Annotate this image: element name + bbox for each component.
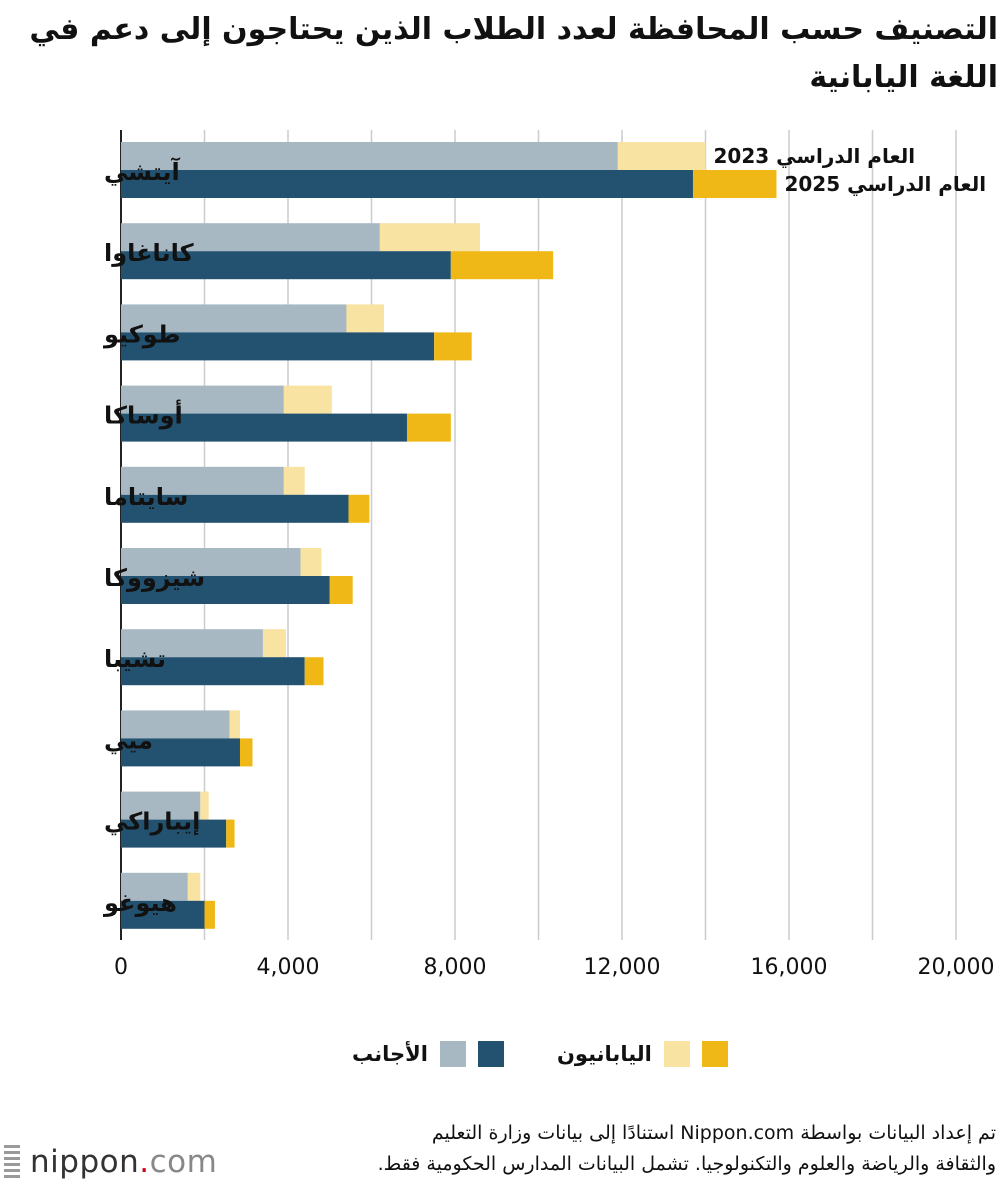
legend-swatch-foreign-2025 xyxy=(477,1041,504,1067)
bar-japanese-2025 xyxy=(204,900,215,929)
x-tick-label: 16,000 xyxy=(751,955,828,980)
bar-foreign-2023 xyxy=(121,548,301,576)
bar-chart: آيتشي كاناغاوا طوكيو أوساكا سايتاما شيزووكا تش… xyxy=(103,130,994,980)
bar-japanese-2025 xyxy=(329,576,353,604)
bar-foreign-2023 xyxy=(121,304,347,333)
source-line-2: والثقافة والرياضة والعلوم والتكنولوجيا. … xyxy=(377,1153,996,1175)
year-annotations: العام الدراسي 2023 العام الدراسي 2025 xyxy=(714,144,987,197)
bar-foreign-2025 xyxy=(121,170,693,198)
bar-foreign-2023 xyxy=(121,629,263,658)
bar-foreign-2023 xyxy=(121,791,201,820)
bar-foreign-2023 xyxy=(121,385,284,414)
x-tick-label: 20,000 xyxy=(918,955,995,980)
bars xyxy=(121,142,777,929)
nippon-logo: nippon.com xyxy=(4,1144,217,1180)
year-label-2023: العام الدراسي 2023 xyxy=(714,144,916,169)
bar-foreign-2023 xyxy=(121,872,188,901)
bar-foreign-2025 xyxy=(121,738,240,767)
x-tick-label: 8,000 xyxy=(424,955,487,980)
bar-japanese-2025 xyxy=(226,819,235,848)
bar-foreign-2025 xyxy=(121,819,227,848)
bar-japanese-2025 xyxy=(348,494,370,523)
bar-foreign-2025 xyxy=(121,900,205,929)
category-label: هيوغو xyxy=(103,889,177,917)
bar-japanese-2025 xyxy=(450,251,554,280)
x-tick-label: 12,000 xyxy=(584,955,661,980)
bar-foreign-2023 xyxy=(121,142,618,170)
bar-japanese-2023 xyxy=(379,223,481,252)
bar-foreign-2025 xyxy=(121,413,407,442)
source-note: تم إعداد البيانات بواسطة Nippon.com استن… xyxy=(236,1118,996,1180)
bar-japanese-2023 xyxy=(617,142,706,170)
category-label: سايتاما xyxy=(104,483,188,511)
x-axis-ticks: 0 4,000 8,000 12,000 16,000 20,000 xyxy=(114,955,994,980)
bar-foreign-2025 xyxy=(121,576,330,604)
legend-foreign: الأجانب xyxy=(342,1040,504,1068)
category-label: شيزووكا xyxy=(104,564,205,592)
bar-japanese-2025 xyxy=(692,170,777,198)
bar-foreign-2025 xyxy=(121,494,349,523)
bar-foreign-2025 xyxy=(121,251,451,280)
bar-japanese-2025 xyxy=(434,332,472,361)
bar-japanese-2023 xyxy=(187,872,201,901)
chart-title: التصنيف حسب المحافظة لعدد الطلاب الذين ي… xyxy=(29,12,998,95)
bar-foreign-2023 xyxy=(121,710,230,739)
bar-foreign-2025 xyxy=(121,657,305,686)
category-labels: آيتشي كاناغاوا طوكيو أوساكا سايتاما شيزووكا تش… xyxy=(103,157,205,917)
bar-japanese-2023 xyxy=(200,791,209,820)
bar-foreign-2025 xyxy=(121,332,435,361)
bar-japanese-2025 xyxy=(406,413,451,442)
legend-swatch-japanese-2025 xyxy=(701,1041,728,1067)
legend-label-foreign: الأجانب xyxy=(352,1042,428,1066)
x-tick-label: 0 xyxy=(114,955,128,980)
legend-japanese: اليابانيون xyxy=(547,1040,728,1068)
category-label: طوكيو xyxy=(103,320,180,348)
logo-mark-icon xyxy=(4,1145,20,1179)
bar-japanese-2023 xyxy=(346,304,385,333)
source-line-1: تم إعداد البيانات بواسطة Nippon.com استن… xyxy=(431,1122,996,1144)
legend-swatch-japanese-2023 xyxy=(663,1041,690,1067)
category-label: كاناغاوا xyxy=(104,239,194,267)
x-tick-label: 4,000 xyxy=(257,955,320,980)
bar-japanese-2025 xyxy=(304,657,324,686)
logo-wordmark: nippon.com xyxy=(30,1144,218,1180)
category-label: ميي xyxy=(104,726,153,754)
legend-swatch-foreign-2023 xyxy=(439,1041,466,1067)
year-label-2025: العام الدراسي 2025 xyxy=(784,172,986,197)
bar-japanese-2023 xyxy=(283,385,332,414)
bar-japanese-2023 xyxy=(229,710,240,739)
bar-japanese-2023 xyxy=(300,548,322,576)
category-label: أوساكا xyxy=(104,400,183,430)
bar-japanese-2023 xyxy=(262,629,286,658)
bar-foreign-2023 xyxy=(121,466,284,495)
bar-foreign-2023 xyxy=(121,223,380,252)
bar-japanese-2025 xyxy=(239,738,253,767)
category-label: آيتشي xyxy=(104,157,181,186)
category-label: تشيبا xyxy=(104,645,166,673)
category-label: إيباراكي xyxy=(104,808,200,836)
legend-label-japanese: اليابانيون xyxy=(557,1042,652,1066)
bar-japanese-2023 xyxy=(283,466,305,495)
